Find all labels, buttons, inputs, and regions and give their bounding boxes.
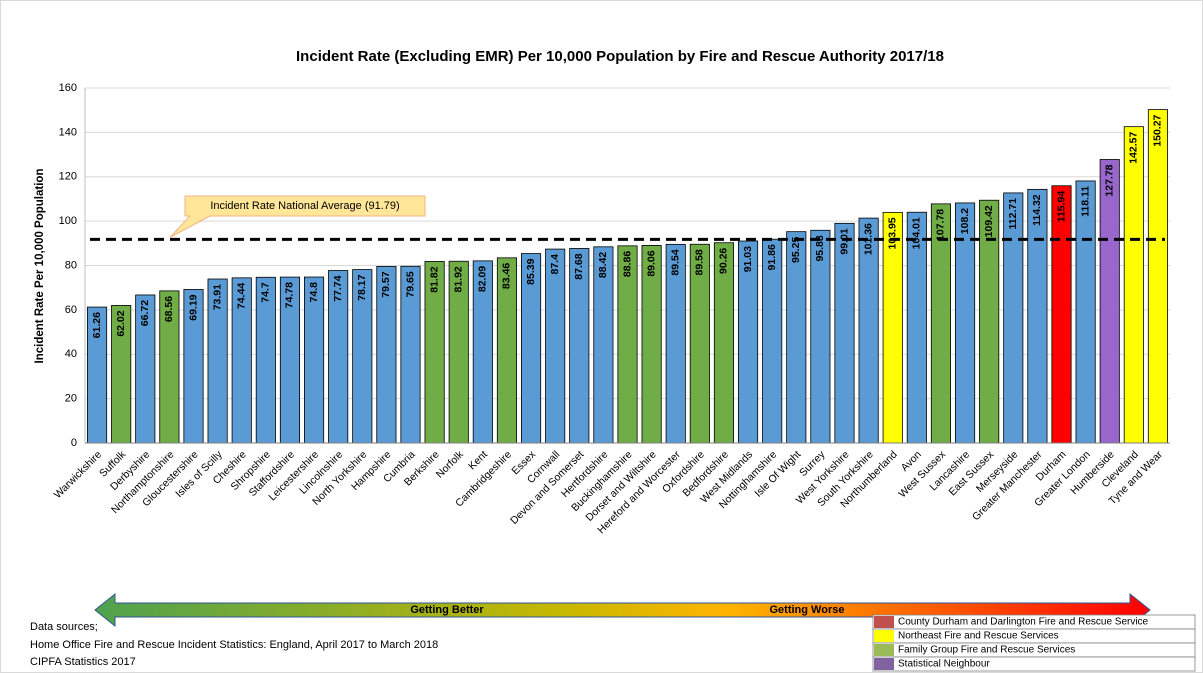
data-label: 74.7: [260, 282, 272, 303]
data-label: 104.01: [911, 217, 923, 249]
trend-arrow: [94, 592, 1151, 628]
data-label: 85.39: [525, 258, 537, 284]
bar: [1147, 109, 1168, 444]
arrow-label: Getting Worse: [770, 604, 845, 616]
data-label: 79.65: [404, 271, 416, 297]
data-label: 88.42: [597, 252, 609, 278]
annotation: Incident Rate National Average (91.79): [210, 200, 399, 212]
y-axis-label: Incident Rate Per 10,000 Population: [34, 169, 46, 364]
bar: [1075, 180, 1096, 444]
y-tick-label: 160: [59, 82, 77, 94]
data-label: 74.8: [308, 282, 320, 303]
data-label: 79.57: [380, 271, 392, 297]
bar: [1027, 188, 1048, 444]
data-label: 89.54: [670, 249, 682, 275]
data-label: 114.32: [1031, 194, 1043, 226]
legend-label: County Durham and Darlington Fire and Re…: [898, 617, 1149, 628]
data-label: 83.46: [501, 263, 513, 289]
data-label: 95.88: [814, 235, 826, 261]
data-label: 61.26: [91, 312, 103, 338]
bar: [1123, 126, 1144, 444]
chart-title: Incident Rate (Excluding EMR) Per 10,000…: [296, 48, 944, 65]
data-label: 74.44: [236, 283, 248, 309]
legend-swatch: [874, 644, 894, 656]
data-label: 81.82: [428, 266, 440, 292]
data-label: 99.01: [838, 228, 850, 254]
y-tick-label: 120: [59, 171, 77, 183]
y-tick-label: 80: [65, 259, 77, 271]
data-label: 142.57: [1128, 132, 1140, 164]
legend-swatch: [874, 630, 894, 642]
data-label: 68.56: [163, 296, 175, 322]
data-label: 115.94: [1055, 191, 1067, 223]
y-tick-label: 140: [59, 126, 77, 138]
data-label: 89.06: [645, 250, 657, 276]
annotation-box: [169, 195, 426, 238]
data-label: 69.19: [187, 294, 199, 320]
data-label: 127.78: [1104, 164, 1116, 196]
legend-swatch: [874, 616, 894, 628]
data-label: 77.74: [332, 275, 344, 301]
data-label: 90.26: [718, 248, 730, 274]
data-label: 107.78: [935, 209, 947, 241]
data-label: 108.2: [959, 208, 971, 234]
data-label: 103.95: [887, 217, 899, 249]
source-text: Home Office Fire and Rescue Incident Sta…: [30, 639, 438, 651]
data-label: 89.58: [694, 249, 706, 275]
data-label: 91.03: [742, 246, 754, 272]
data-label: 112.71: [1007, 198, 1019, 230]
data-label: 91.86: [766, 244, 778, 270]
bar: [545, 248, 566, 444]
data-label: 109.42: [983, 205, 995, 237]
y-tick-label: 0: [71, 437, 77, 449]
data-label: 78.17: [356, 274, 368, 300]
source-text: Data sources;: [30, 621, 98, 633]
legend-swatch: [874, 658, 894, 670]
data-label: 82.09: [477, 266, 489, 292]
data-label: 87.4: [549, 254, 561, 275]
y-tick-label: 40: [65, 348, 77, 360]
bar: [1099, 159, 1120, 444]
bar: [1051, 185, 1072, 444]
data-label: 95.25: [790, 237, 802, 263]
bar: [834, 222, 855, 444]
data-label: 62.02: [115, 310, 127, 336]
source-text: CIPFA Statistics 2017: [30, 656, 136, 668]
data-label: 81.92: [453, 266, 465, 292]
y-tick-label: 100: [59, 215, 77, 227]
legend-label: Northeast Fire and Rescue Services: [898, 631, 1059, 642]
data-label: 88.86: [621, 251, 633, 277]
legend-label: Family Group Fire and Rescue Services: [898, 645, 1075, 656]
data-label: 87.68: [573, 253, 585, 279]
data-label: 73.91: [211, 284, 223, 310]
arrow-label: Getting Better: [410, 604, 484, 616]
data-label: 66.72: [139, 300, 151, 326]
legend-row: [872, 656, 1196, 672]
data-label: 101.36: [862, 223, 874, 255]
legend-label: Statistical Neighbour: [898, 659, 990, 670]
data-label: 118.11: [1079, 186, 1091, 217]
y-tick-label: 20: [65, 393, 77, 405]
data-label: 150.27: [1152, 114, 1164, 146]
data-label: 74.78: [284, 282, 296, 308]
y-tick-label: 60: [65, 304, 77, 316]
